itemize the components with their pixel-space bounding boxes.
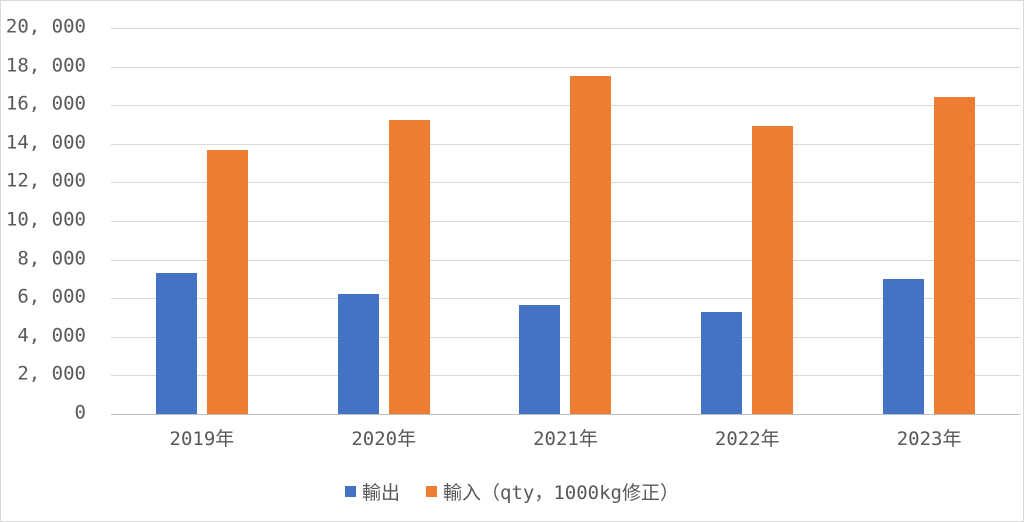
y-tick-label: 12, 000 [5,170,86,193]
gridline [111,298,1020,300]
legend-label: 輸出 [362,482,401,504]
y-tick-label: 8, 000 [17,247,86,270]
bar-group [111,28,293,414]
bar-series-0 [155,273,197,414]
bar-group [838,28,1020,414]
bar-series-0 [337,294,379,414]
legend-item-1: 輸入（qty，1000kg修正） [426,478,679,505]
x-axis-line [111,414,1020,415]
bar-series-1 [752,126,794,414]
x-tick-label: 2020年 [351,428,417,450]
bar-series-1 [570,76,612,414]
bar-series-1 [206,150,248,414]
gridline [111,105,1020,107]
gridline [111,336,1020,338]
y-tick-label: 20, 000 [5,15,86,38]
legend-label: 輸入（qty，1000kg修正） [443,482,679,504]
gridline [111,66,1020,68]
bar-series-0 [701,312,743,414]
bar-series-1 [934,97,976,414]
y-tick-label: 16, 000 [5,92,86,115]
bar-group [475,28,657,414]
gridline [111,143,1020,145]
y-tick-label: 2, 000 [17,363,86,386]
bar-group [293,28,475,414]
x-axis: 2019年 2020年 2021年 2022年 2023年 [111,424,1020,451]
x-tick-label: 2023年 [896,428,962,450]
gridline [111,28,1020,29]
y-tick-label: 14, 000 [5,131,86,154]
gridline [111,221,1020,222]
bar-group [656,28,838,414]
gridline [111,259,1020,261]
y-axis: 0 2, 000 4, 000 6, 000 8, 000 10, 000 12, 000 1… [1,17,86,422]
bar-series-1 [388,120,430,414]
bar-series-0 [519,305,561,414]
y-tick-label: 4, 000 [17,324,86,347]
y-tick-label: 0 [74,401,86,424]
y-tick-label: 6, 000 [17,285,86,308]
x-tick-label: 2022年 [714,428,780,450]
legend-marker-icon [426,486,438,497]
y-tick-label: 18, 000 [5,54,86,77]
gridline [111,375,1020,377]
x-tick-label: 2019年 [169,428,235,450]
legend-marker-icon [345,486,357,497]
x-tick-label: 2021年 [533,428,598,450]
legend-item-0: 輸出 [345,478,400,505]
gridline [111,182,1020,184]
legend: 輸出 輸入（qty，1000kg修正） [1,478,1023,505]
y-tick-label: 10, 000 [5,208,86,231]
plot-area [111,28,1020,415]
bar-series-0 [883,279,925,414]
